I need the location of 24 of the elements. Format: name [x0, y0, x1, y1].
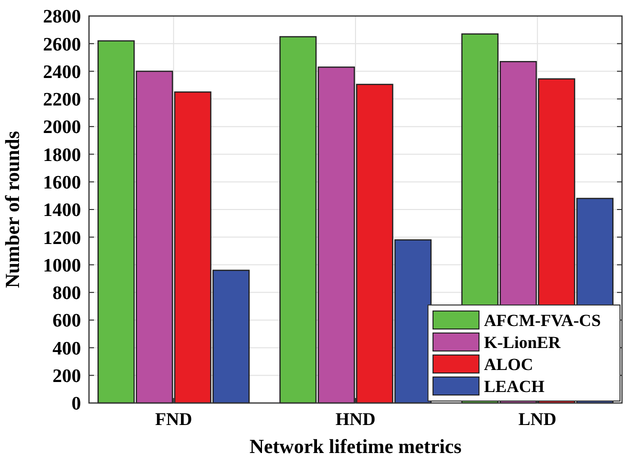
- y-tick-label: 2400: [43, 62, 81, 83]
- y-tick-label: 2800: [43, 6, 81, 28]
- x-tick-label: LND: [518, 409, 556, 429]
- y-tick-label: 1200: [43, 228, 81, 249]
- legend-label: ALOC: [484, 355, 534, 374]
- y-tick-label: 1400: [43, 200, 81, 222]
- legend-label: K-LionER: [484, 333, 562, 352]
- y-tick-label: 1000: [43, 255, 81, 276]
- y-tick-label: 600: [52, 310, 81, 332]
- y-tick-label: 1600: [43, 172, 81, 194]
- y-tick-label: 2600: [43, 34, 81, 56]
- y-tick-label: 0: [72, 394, 81, 415]
- x-tick-label: FND: [155, 409, 192, 429]
- y-tick-label: 2000: [43, 117, 81, 138]
- x-axis-title: Network lifetime metrics: [249, 436, 462, 458]
- legend-label: LEACH: [484, 377, 544, 396]
- y-axis-title: Number of rounds: [2, 130, 24, 288]
- y-tick-label: 800: [52, 283, 81, 304]
- y-tick-label: 400: [52, 338, 81, 360]
- y-tick-label: 200: [52, 366, 81, 388]
- x-tick-label: HND: [336, 409, 376, 429]
- y-tick-label: 1800: [43, 144, 81, 166]
- legend-label: AFCM-FVA-CS: [484, 311, 601, 330]
- y-tick-label: 2200: [43, 90, 81, 111]
